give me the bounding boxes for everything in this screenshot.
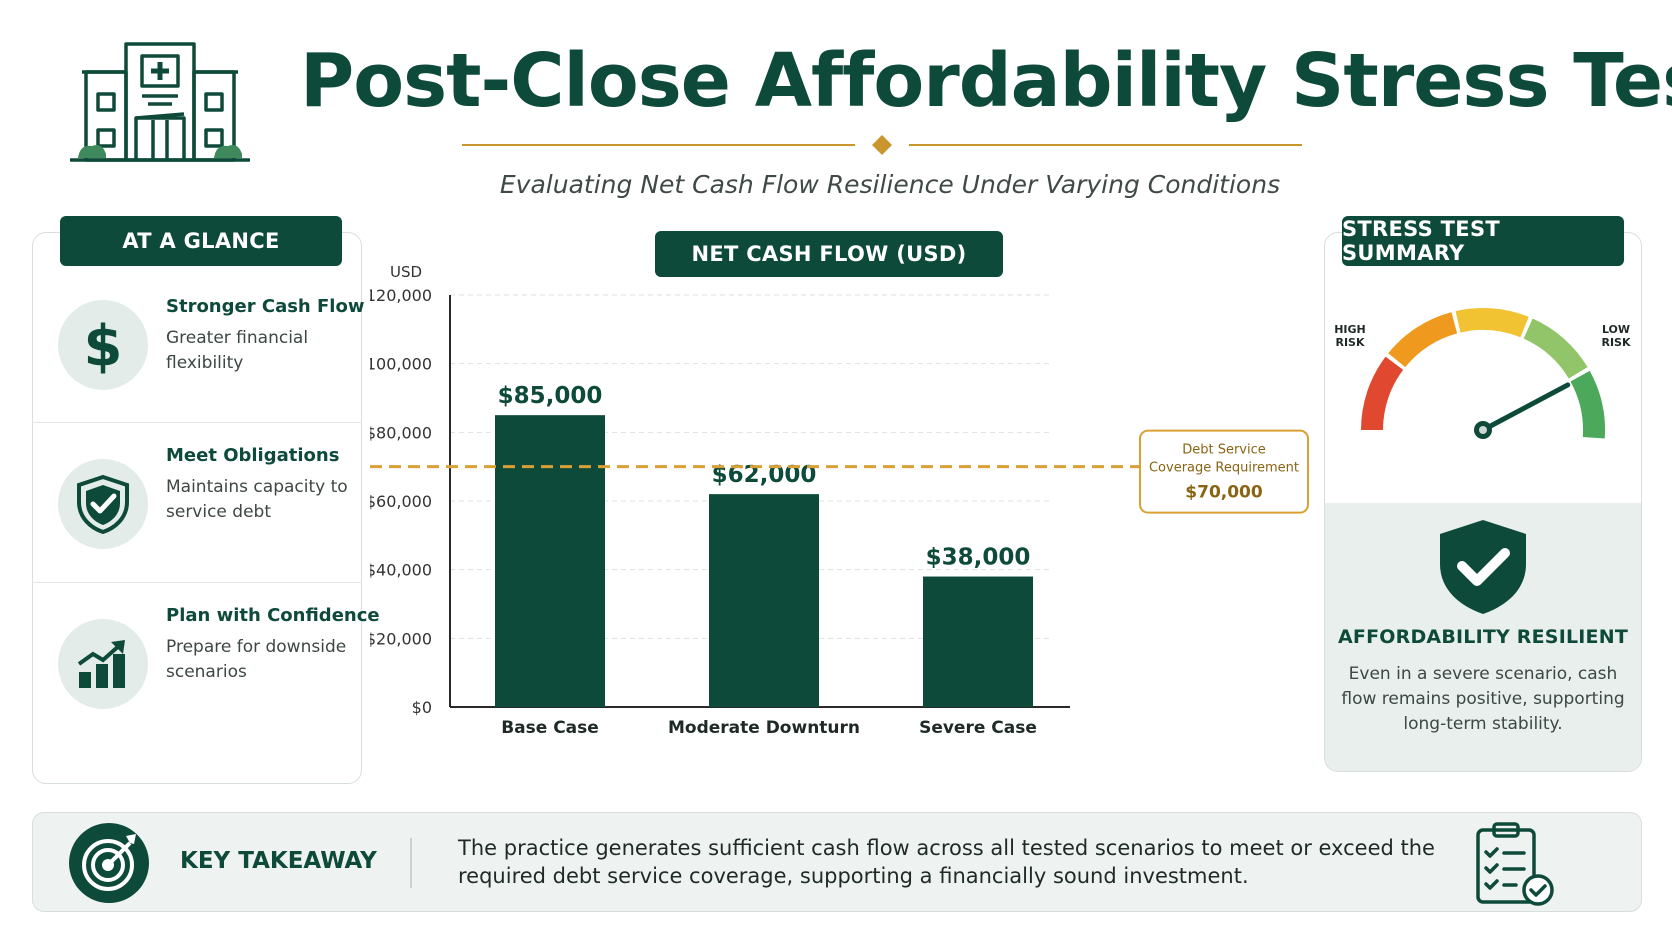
glance-item-obligations: Meet Obligations Maintains capacity to s…: [32, 422, 362, 582]
gauge-segment: [1570, 370, 1605, 439]
reference-label: Coverage Requirement: [1149, 461, 1299, 476]
bar: [709, 494, 819, 707]
gauge-label-low: LOW: [1602, 323, 1630, 336]
x-tick-label: Moderate Downturn: [668, 718, 860, 738]
key-takeaway-label: KEY TAKEAWAY: [180, 848, 377, 874]
target-icon: [69, 823, 149, 903]
glance-item-title: Plan with Confidence: [166, 605, 380, 626]
shield-check-icon: [58, 459, 148, 549]
key-takeaway-banner: [32, 812, 1642, 912]
y-tick-label: $20,000: [370, 629, 432, 648]
key-takeaway-text: The practice generates sufficient cash f…: [458, 836, 1435, 888]
y-tick-label: $100,000: [370, 355, 432, 374]
bar: [495, 415, 605, 707]
clipboard-check-icon: [1476, 822, 1554, 906]
y-tick-label: $40,000: [370, 561, 432, 580]
data-label: $85,000: [498, 383, 603, 409]
data-label: $38,000: [926, 545, 1031, 571]
svg-text:$: $: [84, 315, 123, 375]
glance-item-desc: Maintains capacity to service debt: [166, 477, 348, 522]
gauge-needle: [1480, 382, 1571, 433]
glance-item-title: Stronger Cash Flow: [166, 296, 365, 317]
glance-item-desc: Greater financial flexibility: [166, 328, 309, 373]
x-tick-label: Base Case: [501, 718, 599, 738]
y-axis-label: USD: [390, 263, 422, 281]
reference-label: Debt Service: [1182, 443, 1266, 458]
shield-check-icon: [1440, 520, 1526, 614]
gauge-label-high: RISK: [1335, 336, 1364, 349]
page-subtitle: Evaluating Net Cash Flow Resilience Unde…: [499, 170, 1281, 199]
at-a-glance-header: AT A GLANCE: [60, 216, 342, 266]
y-tick-label: $120,000: [370, 286, 432, 305]
glance-item-desc: Prepare for downside scenarios: [166, 637, 347, 682]
x-tick-label: Severe Case: [919, 718, 1037, 738]
chart-title: NET CASH FLOW (USD): [655, 231, 1003, 277]
stress-test-summary-header: STRESS TEST SUMMARY: [1342, 216, 1624, 266]
gauge-hub-center: [1479, 426, 1487, 434]
status-description: Even in a severe scenario, cash flow rem…: [1341, 664, 1625, 734]
growth-chart-icon: [58, 619, 148, 709]
gauge-label-low: RISK: [1601, 336, 1630, 349]
gauge-segment: [1455, 308, 1529, 338]
medical-building-icon: [70, 42, 250, 162]
net-cash-flow-chart: USD $0 $20,000 $40,000 $60,000 $80,000 $100,00…: [370, 263, 1309, 738]
status-title: AFFORDABILITY RESILIENT: [1338, 626, 1628, 648]
glance-item-title: Meet Obligations: [166, 445, 340, 466]
banner-divider: [410, 838, 412, 888]
gauge-segment: [1361, 356, 1404, 430]
page-title: Post-Close Affordability Stress Test: [300, 38, 1672, 124]
title-divider: [462, 135, 1302, 155]
risk-gauge: MODERATEHIGHRISKLOWRISK: [1334, 308, 1631, 439]
glance-item-cash-flow: $ Stronger Cash Flow Greater financial f…: [32, 262, 365, 422]
data-label: $62,000: [712, 462, 817, 488]
y-tick-label: $80,000: [370, 423, 432, 442]
gauge-label-high: HIGH: [1334, 323, 1366, 336]
reference-value: $70,000: [1185, 483, 1263, 503]
reference-callout: [1139, 429, 1309, 514]
glance-item-confidence: Plan with Confidence Prepare for downsid…: [32, 582, 380, 742]
gauge-segment: [1388, 312, 1458, 368]
dollar-icon: $: [58, 300, 148, 390]
y-tick-label: $60,000: [370, 492, 432, 511]
y-tick-label: $0: [412, 698, 432, 717]
bar: [923, 576, 1033, 707]
gauge-segment: [1523, 318, 1588, 379]
